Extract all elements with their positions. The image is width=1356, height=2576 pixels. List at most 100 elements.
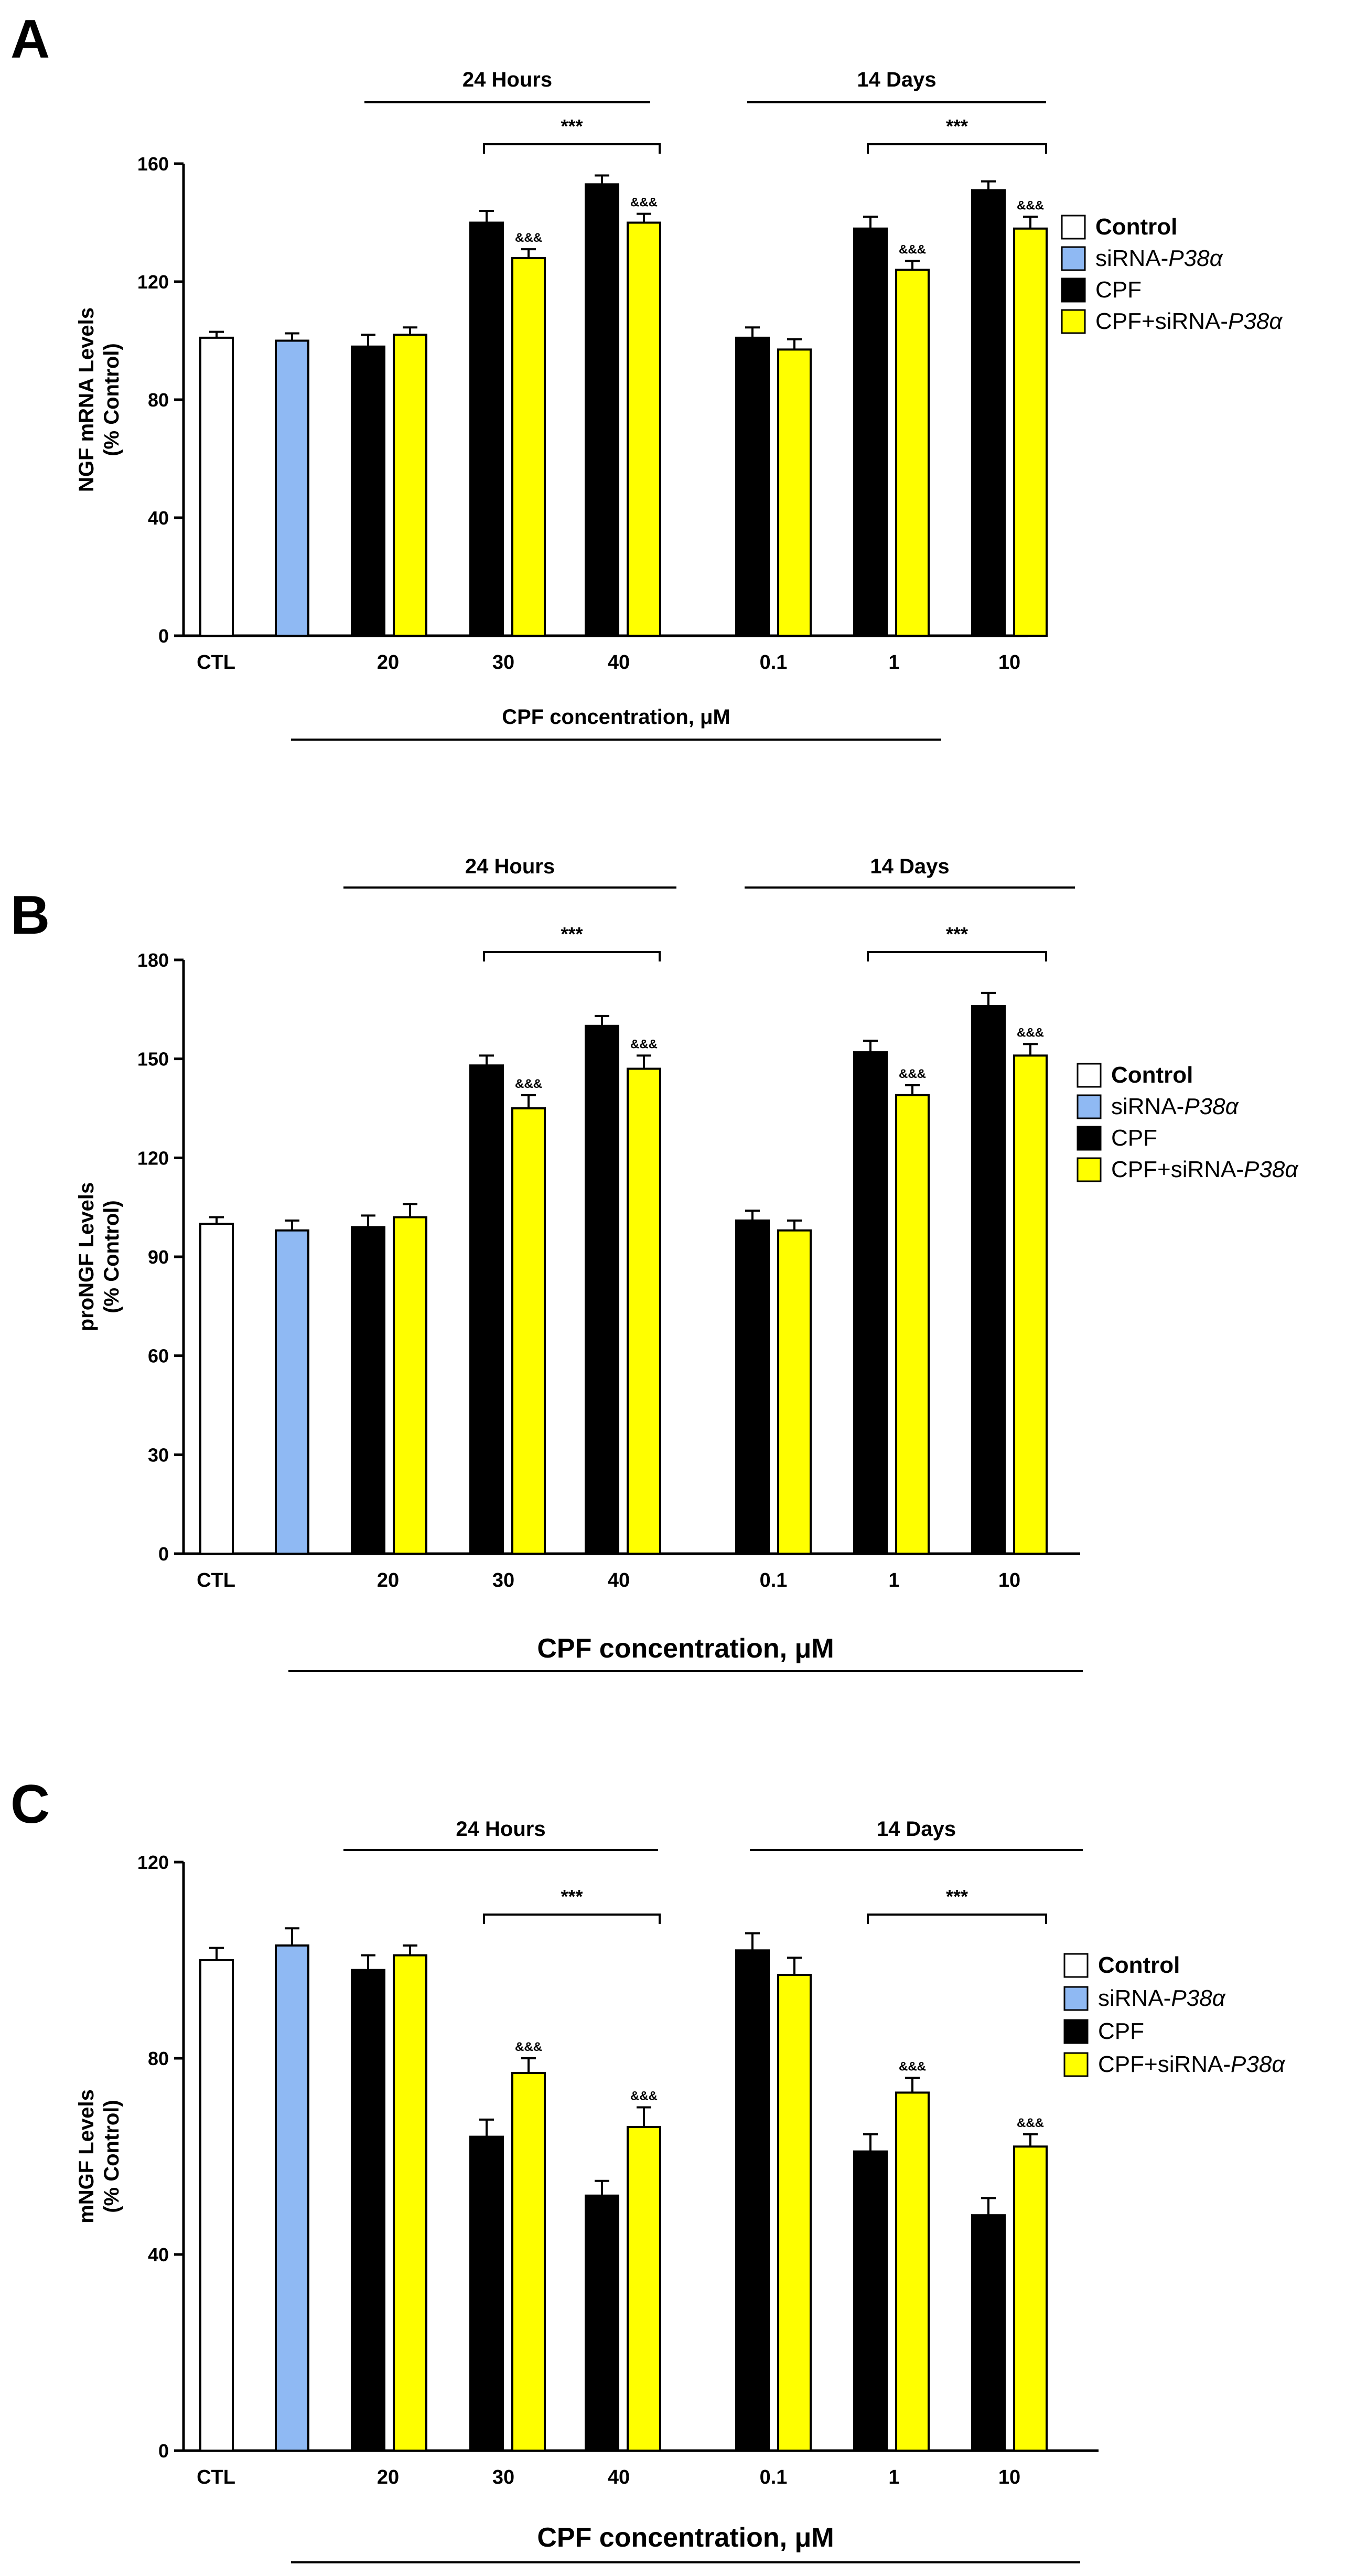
y-tick-label: 80 bbox=[148, 389, 169, 411]
legend-label-italic: P38α bbox=[1228, 308, 1283, 334]
y-tick-label: 40 bbox=[148, 507, 169, 529]
y-tick-label: 160 bbox=[137, 153, 169, 175]
y-tick-label: 0 bbox=[158, 2440, 169, 2462]
legend-label-text: siRNA- bbox=[1098, 1985, 1171, 2011]
bar-cpf bbox=[469, 2135, 504, 2452]
panel-label: A bbox=[10, 9, 50, 70]
bar-cpf-sirna-p38a bbox=[777, 1229, 812, 1555]
bar-cpf-sirna-p38a bbox=[777, 348, 812, 637]
x-tick-label: 40 bbox=[608, 2466, 630, 2488]
legend-swatch bbox=[1077, 1126, 1102, 1151]
y-tick-label: 120 bbox=[137, 1147, 169, 1169]
bar-cpf bbox=[735, 1219, 770, 1555]
legend-swatch bbox=[1063, 1986, 1089, 2011]
legend-swatch bbox=[1077, 1063, 1102, 1088]
y-tick-label: 90 bbox=[148, 1246, 169, 1268]
bar-cpf-sirna-p38a bbox=[895, 269, 930, 637]
legend-label-text: siRNA- bbox=[1095, 245, 1168, 271]
bar-cpf bbox=[585, 183, 619, 637]
significance-marker: &&& bbox=[899, 243, 926, 257]
bar-cpf bbox=[971, 1005, 1006, 1555]
significance-bracket bbox=[867, 1914, 1047, 1924]
y-axis-label: mNGF Levels bbox=[75, 2089, 98, 2224]
bar-cpf bbox=[971, 2214, 1006, 2452]
y-axis-label: (% Control) bbox=[100, 2100, 123, 2213]
bar-cpf-sirna-p38a bbox=[895, 2091, 930, 2452]
legend-label: Control bbox=[1095, 214, 1177, 240]
x-tick-label: 30 bbox=[492, 651, 514, 674]
bar-cpf bbox=[853, 2150, 888, 2452]
bar-sirna-p38a bbox=[275, 1944, 309, 2452]
x-axis-label-main: CPF concentration, bbox=[502, 706, 700, 729]
x-axis-label: CPF concentration, μM bbox=[537, 2522, 834, 2553]
bar-control bbox=[199, 1959, 234, 2452]
significance-marker: &&& bbox=[515, 1077, 542, 1091]
bar-sirna-p38a bbox=[275, 339, 309, 637]
legend-label-italic: P38α bbox=[1168, 245, 1223, 271]
bar-cpf bbox=[351, 1969, 385, 2452]
y-tick-label: 120 bbox=[137, 1852, 169, 1873]
significance-label: *** bbox=[946, 115, 968, 137]
legend-label-italic: P38α bbox=[1171, 1985, 1226, 2011]
y-axis-label: (% Control) bbox=[100, 1200, 123, 1313]
bar-cpf bbox=[735, 1949, 770, 2452]
x-tick-label: 1 bbox=[888, 2466, 899, 2488]
y-tick-label: 150 bbox=[137, 1049, 169, 1070]
legend-swatch bbox=[1063, 2019, 1089, 2044]
bar-cpf bbox=[585, 1024, 619, 1555]
x-tick-label: 40 bbox=[608, 651, 630, 674]
x-tick-label: 10 bbox=[998, 2466, 1020, 2488]
bar-cpf bbox=[853, 1051, 888, 1555]
legend-swatch bbox=[1061, 215, 1086, 240]
significance-marker: &&& bbox=[899, 1067, 926, 1081]
significance-marker: &&& bbox=[515, 2040, 542, 2054]
x-axis-label: CPF concentration, μM bbox=[537, 1633, 834, 1664]
significance-bracket bbox=[867, 143, 1047, 154]
legend-swatch bbox=[1061, 309, 1086, 334]
significance-bracket bbox=[483, 951, 661, 961]
x-tick-label: CTL bbox=[197, 1569, 235, 1591]
significance-marker: &&& bbox=[1017, 1025, 1044, 1040]
legend-swatch bbox=[1077, 1157, 1102, 1182]
y-axis-label: proNGF Levels bbox=[75, 1182, 98, 1332]
legend-swatch bbox=[1063, 2052, 1089, 2077]
legend-swatch bbox=[1063, 1953, 1089, 1978]
x-tick-label: 30 bbox=[492, 2466, 514, 2488]
x-tick-label: 1 bbox=[888, 651, 899, 674]
bar-cpf-sirna-p38a bbox=[895, 1094, 930, 1555]
significance-marker: &&& bbox=[1017, 2116, 1044, 2130]
group-title: 14 Days bbox=[877, 1818, 956, 1841]
legend-label: siRNA-P38α bbox=[1111, 1094, 1240, 1119]
legend-label: CPF+siRNA-P38α bbox=[1095, 308, 1283, 334]
group-title: 24 Hours bbox=[462, 68, 552, 91]
x-tick-label: 30 bbox=[492, 1569, 514, 1591]
y-tick-label: 60 bbox=[148, 1345, 169, 1367]
significance-bracket bbox=[483, 1914, 661, 1924]
bar-cpf bbox=[469, 221, 504, 637]
bar-cpf-sirna-p38a bbox=[393, 334, 427, 637]
legend-label-text: CPF bbox=[1111, 1125, 1157, 1151]
y-axis-label: NGF mRNA Levels bbox=[75, 307, 98, 492]
bar-cpf-sirna-p38a bbox=[627, 2125, 661, 2452]
x-tick-label: 20 bbox=[377, 2466, 399, 2488]
legend-label-text: siRNA- bbox=[1111, 1094, 1184, 1119]
bar-cpf-sirna-p38a bbox=[1013, 227, 1048, 637]
y-tick-label: 80 bbox=[148, 2048, 169, 2069]
group-title: 14 Days bbox=[857, 68, 936, 91]
significance-marker: &&& bbox=[630, 2089, 658, 2103]
group-title: 24 Hours bbox=[456, 1818, 545, 1841]
bar-cpf bbox=[971, 189, 1006, 637]
x-tick-label: 40 bbox=[608, 1569, 630, 1591]
legend-swatch bbox=[1077, 1094, 1102, 1119]
legend-label: CPF bbox=[1098, 2018, 1144, 2044]
bar-sirna-p38a bbox=[275, 1229, 309, 1555]
bar-cpf bbox=[585, 2194, 619, 2452]
x-axis-label-main: CPF concentration, bbox=[537, 1633, 794, 1664]
x-tick-label: CTL bbox=[197, 651, 235, 674]
group-title: 14 Days bbox=[870, 855, 949, 878]
bar-cpf bbox=[351, 1226, 385, 1555]
bar-cpf bbox=[853, 227, 888, 637]
